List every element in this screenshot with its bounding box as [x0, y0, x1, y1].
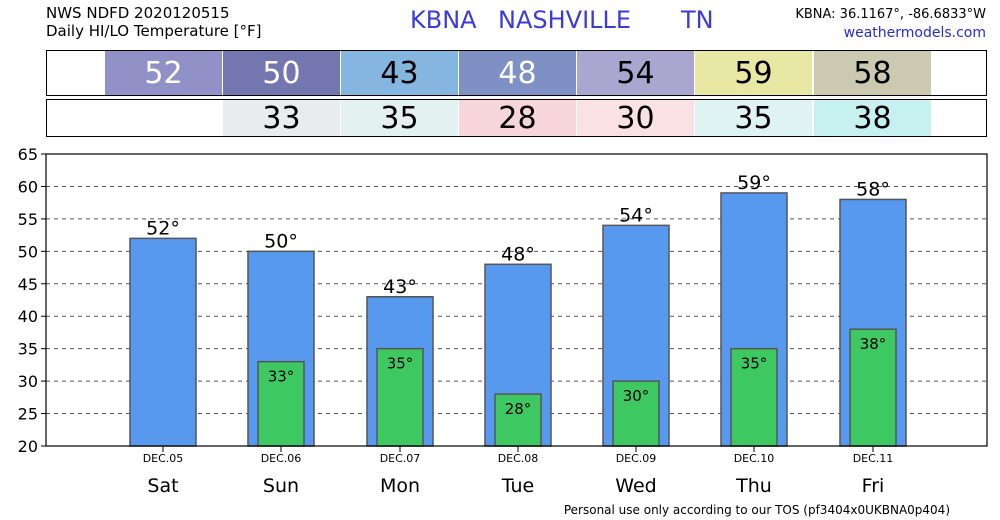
low-temp-label: 30°: [623, 387, 650, 405]
low-temp-cell: 35: [695, 100, 812, 136]
low-temp-label: 33°: [268, 368, 295, 386]
chart-header-right: KBNA: 36.1167°, -86.6833°W weathermodels…: [795, 5, 986, 43]
station-coordinates: KBNA: 36.1167°, -86.6833°W: [795, 7, 986, 22]
high-temp-label: 54°: [619, 204, 653, 226]
day-label: Wed: [615, 475, 656, 497]
low-temp-label: 38°: [860, 335, 887, 353]
y-tick-label: 65: [18, 145, 38, 164]
site-link[interactable]: weathermodels.com: [843, 25, 986, 41]
date-label: DEC.07: [380, 452, 421, 465]
low-temp-cell: 30: [577, 100, 694, 136]
y-tick-label: 25: [18, 405, 38, 424]
low-temp-cell: 28: [459, 100, 576, 136]
station-id: KBNA: [410, 6, 477, 34]
date-label: DEC.10: [734, 452, 775, 465]
low-temp-bar: [257, 360, 305, 447]
high-temp-bar: [129, 237, 197, 447]
high-temp-cell: 43: [341, 51, 458, 95]
day-label: Fri: [862, 475, 885, 497]
date-label: DEC.09: [616, 452, 657, 465]
low-temp-cell: 33: [223, 100, 340, 136]
low-temp-bar: [849, 328, 897, 447]
day-label: Mon: [380, 475, 420, 497]
high-temp-cell: 58: [814, 51, 931, 95]
low-temp-cell: [105, 100, 222, 136]
station-state: TN: [681, 6, 714, 34]
product-label: Daily HI/LO Temperature [°F]: [46, 22, 262, 40]
high-temp-cell: 50: [223, 51, 340, 95]
high-temp-row: 52 50 43 48 54 59 58: [46, 50, 987, 96]
day-label: Sun: [263, 475, 299, 497]
high-temp-cell: 52: [105, 51, 222, 95]
high-temp-label: 48°: [501, 243, 535, 265]
date-label: DEC.11: [853, 452, 894, 465]
low-temp-bar: [612, 380, 660, 447]
y-tick-label: 20: [18, 437, 38, 456]
high-temp-label: 43°: [383, 276, 417, 298]
high-temp-cell: 54: [577, 51, 694, 95]
chart-header-left: NWS NDFD 2020120515 Daily HI/LO Temperat…: [46, 4, 262, 40]
date-label: DEC.06: [261, 452, 302, 465]
day-label: Thu: [735, 475, 772, 497]
y-tick-label: 55: [18, 210, 38, 229]
high-temp-cell: 59: [695, 51, 812, 95]
low-temp-row: 33 35 28 30 35 38: [46, 99, 987, 137]
y-tick-label: 40: [18, 307, 38, 326]
high-temp-label: 58°: [856, 178, 890, 200]
low-temp-label: 35°: [741, 355, 768, 373]
low-temp-cell: 38: [814, 100, 931, 136]
low-temp-bar: [494, 393, 542, 447]
y-tick-label: 50: [18, 242, 38, 261]
date-label: DEC.08: [498, 452, 539, 465]
plot-frame: [45, 153, 988, 447]
high-temp-cell: 48: [459, 51, 576, 95]
y-tick-label: 45: [18, 275, 38, 294]
terms-footer: Personal use only according to our TOS (…: [563, 503, 950, 517]
station-city: NASHVILLE: [498, 6, 632, 34]
low-temp-label: 35°: [387, 355, 414, 373]
high-temp-label: 52°: [146, 217, 180, 239]
date-label: DEC.05: [143, 452, 184, 465]
low-temp-cell: 35: [341, 100, 458, 136]
high-temp-label: 50°: [264, 230, 298, 252]
y-tick-label: 60: [18, 177, 38, 196]
low-temp-label: 28°: [505, 400, 532, 418]
y-tick-label: 35: [18, 340, 38, 359]
high-temp-label: 59°: [737, 172, 771, 194]
day-label: Tue: [501, 475, 534, 497]
day-label: Sat: [147, 475, 178, 497]
model-run-label: NWS NDFD 2020120515: [46, 4, 230, 22]
y-tick-label: 30: [18, 372, 38, 391]
